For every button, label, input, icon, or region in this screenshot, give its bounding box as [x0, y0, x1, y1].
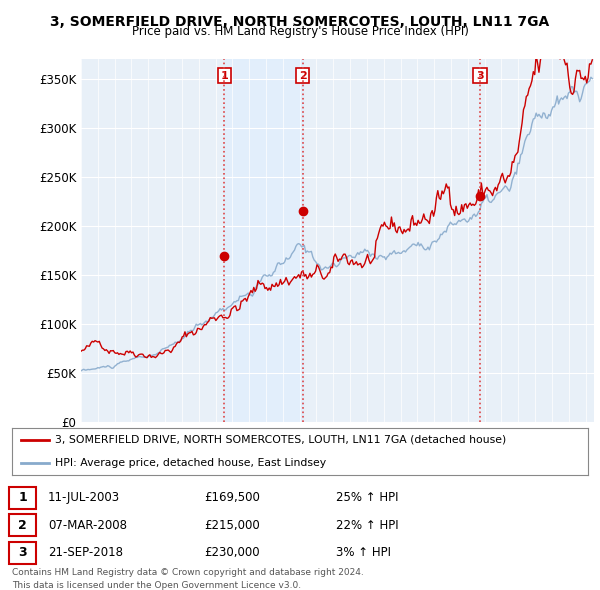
Text: 3: 3 — [476, 71, 484, 81]
Text: 07-MAR-2008: 07-MAR-2008 — [48, 519, 127, 532]
Text: £230,000: £230,000 — [204, 546, 260, 559]
Bar — [224, 59, 302, 422]
Text: 2: 2 — [299, 71, 307, 81]
Text: 2: 2 — [18, 519, 27, 532]
Text: HPI: Average price, detached house, East Lindsey: HPI: Average price, detached house, East… — [55, 458, 326, 468]
Text: £215,000: £215,000 — [204, 519, 260, 532]
Text: 21-SEP-2018: 21-SEP-2018 — [48, 546, 123, 559]
Text: Contains HM Land Registry data © Crown copyright and database right 2024.: Contains HM Land Registry data © Crown c… — [12, 568, 364, 576]
Text: 22% ↑ HPI: 22% ↑ HPI — [336, 519, 398, 532]
Text: 11-JUL-2003: 11-JUL-2003 — [48, 491, 120, 504]
Text: £169,500: £169,500 — [204, 491, 260, 504]
Text: Price paid vs. HM Land Registry's House Price Index (HPI): Price paid vs. HM Land Registry's House … — [131, 25, 469, 38]
FancyBboxPatch shape — [9, 487, 36, 509]
Text: 3: 3 — [18, 546, 27, 559]
Text: This data is licensed under the Open Government Licence v3.0.: This data is licensed under the Open Gov… — [12, 581, 301, 589]
Text: 3, SOMERFIELD DRIVE, NORTH SOMERCOTES, LOUTH, LN11 7GA (detached house): 3, SOMERFIELD DRIVE, NORTH SOMERCOTES, L… — [55, 435, 506, 444]
FancyBboxPatch shape — [9, 514, 36, 536]
Text: 3% ↑ HPI: 3% ↑ HPI — [336, 546, 391, 559]
Text: 3, SOMERFIELD DRIVE, NORTH SOMERCOTES, LOUTH, LN11 7GA: 3, SOMERFIELD DRIVE, NORTH SOMERCOTES, L… — [50, 15, 550, 29]
Text: 25% ↑ HPI: 25% ↑ HPI — [336, 491, 398, 504]
Text: 1: 1 — [221, 71, 229, 81]
FancyBboxPatch shape — [9, 542, 36, 564]
Text: 1: 1 — [18, 491, 27, 504]
